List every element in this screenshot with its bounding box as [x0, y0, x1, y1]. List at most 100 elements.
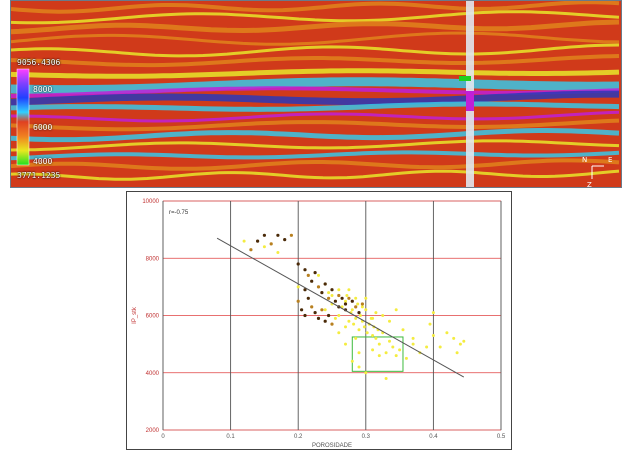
- scatter-point-light: [347, 319, 351, 323]
- seismic-reflector: [11, 19, 620, 35]
- scatter-point-dark: [262, 233, 266, 237]
- x-tick-label: 0.5: [497, 434, 506, 440]
- scatter-point-light: [317, 273, 320, 277]
- scatter-point-light: [276, 251, 280, 254]
- scatter-point-light: [388, 339, 391, 343]
- scatter-point-light: [455, 351, 459, 355]
- scatter-point-light: [428, 322, 432, 326]
- scatter-point-light: [354, 316, 358, 320]
- scatter-point-light: [371, 348, 375, 352]
- scatter-point-light: [357, 365, 361, 369]
- seismic-reflector: [11, 150, 620, 161]
- seismic-reflector: [11, 118, 620, 132]
- scatter-point-light: [262, 245, 266, 249]
- scatter-point-light: [364, 296, 368, 300]
- scatter-point-dark: [316, 316, 321, 320]
- seismic-reflector: [11, 128, 620, 143]
- colorbar-max-label: 9056.4306: [17, 58, 61, 67]
- axis-north-label: N: [582, 156, 588, 164]
- scatter-point-dark: [330, 288, 334, 292]
- scatter-point-dark: [316, 285, 321, 289]
- scatter-point-dark: [313, 271, 317, 275]
- colorbar-min-label: 3771.1235: [17, 171, 61, 180]
- scatter-point-dark: [283, 238, 287, 242]
- axis-z-label: Z: [587, 181, 592, 188]
- seismic-reflector: [11, 43, 620, 58]
- scatter-point-light: [333, 316, 337, 320]
- y-axis-label: IP_stk: [132, 306, 138, 324]
- axis-east-label: E: [608, 156, 613, 164]
- scatter-point-light: [371, 316, 375, 320]
- scatter-point-light: [242, 239, 246, 243]
- scatter-point-light: [352, 322, 356, 326]
- scatter-point-light: [384, 351, 388, 355]
- scatter-point-dark: [343, 302, 348, 306]
- scatter-point-dark: [350, 299, 354, 303]
- x-tick-label: 0.2: [294, 434, 303, 440]
- scatter-point-light: [356, 302, 360, 306]
- y-tick-label: 10000: [142, 199, 159, 205]
- scatter-point-dark: [269, 242, 273, 246]
- scatter-point-light: [391, 345, 395, 349]
- scatter-point-light: [388, 319, 391, 323]
- scatter-point-light: [381, 314, 385, 317]
- scatter-point-dark: [323, 282, 327, 286]
- seismic-image: [11, 1, 621, 187]
- seismic-reflector: [11, 86, 620, 98]
- scatter-point-light: [394, 308, 398, 312]
- y-tick-label: 2000: [146, 428, 160, 434]
- scatter-point-dark: [347, 296, 351, 300]
- scatter-point-dark: [276, 233, 280, 237]
- colorbar-tick-8000: 8000: [33, 85, 53, 94]
- scatter-point-light: [344, 299, 347, 303]
- scatter-point-light: [377, 354, 381, 358]
- scatter-point-dark: [310, 279, 314, 283]
- scatter-point-dark: [313, 311, 317, 315]
- scatter-point-light: [350, 308, 354, 312]
- x-axis-label: POROSIDADE: [312, 443, 352, 449]
- scatter-point-light: [327, 291, 331, 295]
- scatter-point-light: [337, 314, 341, 317]
- scatter-point-light: [374, 311, 378, 315]
- scatter-point-light: [411, 336, 415, 340]
- scatter-point-light: [323, 308, 327, 312]
- scatter-point-dark: [337, 293, 341, 298]
- scatter-point-light: [411, 342, 415, 346]
- scatter-point-light: [431, 334, 435, 337]
- x-tick-label: 0.4: [429, 434, 438, 440]
- scatter-point-dark: [327, 296, 331, 300]
- scatter-point-light: [354, 336, 358, 340]
- scatter-point-dark: [357, 311, 361, 315]
- scatter-point-light: [350, 359, 354, 363]
- scatter-point-light: [330, 294, 334, 297]
- y-tick-label: 6000: [146, 314, 160, 320]
- scatter-point-light: [371, 334, 375, 337]
- correlation-annotation: r=-0.75: [169, 210, 189, 216]
- scatter-point-light: [296, 285, 300, 289]
- trend-line: [216, 237, 465, 378]
- crossplot-panel: 2000 4000 6000 8000 10000 0 0.1 0.2 0.3 0.4 0.5 r=-…: [126, 191, 512, 450]
- scatter-point-light: [354, 296, 358, 300]
- scatter-point-dark: [296, 299, 300, 303]
- well-log-segment: [466, 91, 474, 111]
- seismic-reflector: [11, 90, 619, 106]
- scatter-point-light: [337, 331, 341, 335]
- scatter-point-dark: [360, 302, 364, 306]
- scatter-point-dark: [306, 273, 310, 277]
- scatter-point-dark: [300, 308, 304, 312]
- scatter-point-dark: [303, 268, 307, 272]
- scatter-point-light: [438, 345, 442, 349]
- seismic-reflector: [11, 110, 620, 123]
- scatter-point-light: [337, 288, 341, 292]
- x-tick-label: 0.3: [362, 434, 371, 440]
- well-marker: [459, 76, 471, 81]
- scatter-point-dark: [327, 313, 331, 318]
- scatter-point-light: [357, 328, 361, 332]
- scatter-point-dark: [340, 296, 344, 300]
- scatter-point-light: [364, 308, 368, 312]
- seismic-reflector: [11, 101, 620, 112]
- scatter-point-light: [462, 339, 466, 343]
- scatter-point-dark: [256, 239, 260, 243]
- scatter-point-light: [404, 356, 408, 360]
- scatter-point-light: [360, 305, 364, 309]
